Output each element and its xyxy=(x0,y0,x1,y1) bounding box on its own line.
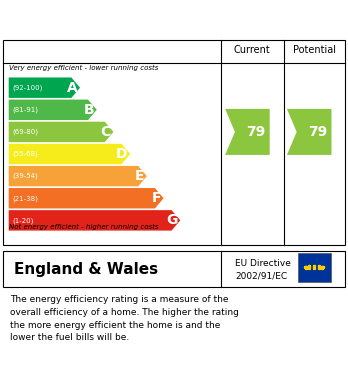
Bar xyxy=(298,253,331,282)
Text: The energy efficiency rating is a measure of the
overall efficiency of a home. T: The energy efficiency rating is a measur… xyxy=(10,295,239,343)
Text: A: A xyxy=(66,81,77,95)
Text: 79: 79 xyxy=(246,125,266,139)
Polygon shape xyxy=(9,210,180,231)
Text: Very energy efficient - lower running costs: Very energy efficient - lower running co… xyxy=(9,65,158,71)
Text: (21-38): (21-38) xyxy=(12,195,38,201)
Polygon shape xyxy=(9,188,164,208)
Text: (39-54): (39-54) xyxy=(12,173,38,179)
Polygon shape xyxy=(9,166,147,187)
Text: 2002/91/EC: 2002/91/EC xyxy=(235,272,287,281)
Text: E: E xyxy=(135,169,144,183)
Polygon shape xyxy=(9,144,130,164)
Text: Current: Current xyxy=(234,45,271,56)
Text: (81-91): (81-91) xyxy=(12,106,38,113)
Polygon shape xyxy=(225,109,270,155)
Text: F: F xyxy=(151,191,161,205)
Text: D: D xyxy=(116,147,127,161)
Text: Potential: Potential xyxy=(293,45,335,56)
Polygon shape xyxy=(9,100,97,120)
Text: Energy Efficiency Rating: Energy Efficiency Rating xyxy=(9,13,219,28)
Polygon shape xyxy=(9,77,80,98)
Text: B: B xyxy=(83,103,94,117)
Text: G: G xyxy=(166,213,177,227)
Text: (1-20): (1-20) xyxy=(12,217,33,224)
Text: Not energy efficient - higher running costs: Not energy efficient - higher running co… xyxy=(9,224,158,230)
Text: EU Directive: EU Directive xyxy=(235,258,291,267)
Text: C: C xyxy=(101,125,111,139)
Text: England & Wales: England & Wales xyxy=(14,262,158,276)
Polygon shape xyxy=(287,109,331,155)
Text: (69-80): (69-80) xyxy=(12,129,38,135)
Text: 79: 79 xyxy=(308,125,327,139)
Text: (92-100): (92-100) xyxy=(12,84,42,91)
Polygon shape xyxy=(9,122,113,142)
Text: (55-68): (55-68) xyxy=(12,151,38,157)
